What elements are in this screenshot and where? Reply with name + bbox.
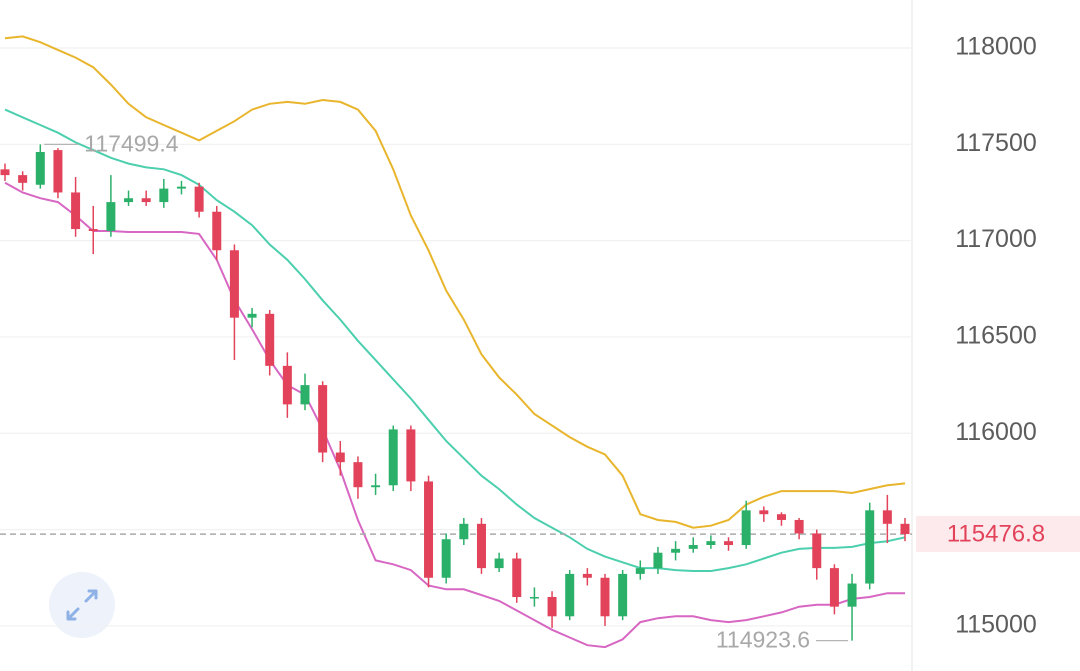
y-tick-label: 116500	[955, 322, 1037, 350]
current-price-label: 115476.8	[947, 520, 1045, 547]
candle-body	[335, 452, 345, 463]
candle-body	[35, 152, 45, 185]
candle-body	[282, 365, 292, 405]
band-line	[4, 181, 905, 649]
y-tick-label: 117000	[955, 225, 1037, 253]
candle-body	[124, 198, 134, 203]
y-tick-label: 115000	[955, 611, 1037, 639]
candle-body	[776, 514, 786, 520]
expand-button[interactable]	[49, 572, 115, 638]
candle-body	[247, 313, 257, 318]
candle-body	[88, 229, 98, 231]
min-label: 114923.6	[716, 627, 810, 653]
candle-body	[618, 573, 628, 617]
candle-body	[194, 186, 204, 212]
candle-body	[812, 533, 822, 569]
candle-body	[406, 429, 416, 482]
candle-body	[212, 211, 222, 251]
candle-body	[229, 250, 239, 318]
candle-body	[547, 597, 557, 617]
candle-body	[265, 313, 275, 366]
y-tick-label: 118000	[955, 33, 1037, 61]
candle-body	[424, 481, 434, 578]
candle-body	[494, 558, 504, 569]
band-line	[4, 35, 906, 529]
candle-body	[847, 583, 857, 607]
price-tag	[916, 516, 1080, 553]
candle-body	[71, 192, 81, 230]
y-tick-label: 117500	[955, 129, 1037, 157]
expand-circle	[49, 572, 115, 638]
band-line	[4, 108, 906, 572]
candle-body	[388, 429, 398, 486]
candle-body	[724, 541, 734, 546]
candle-body	[829, 568, 839, 607]
candle-body	[529, 597, 539, 599]
candle-body	[759, 510, 769, 515]
y-tick-label: 116000	[955, 418, 1037, 446]
candle-body	[741, 510, 751, 546]
candle-body	[353, 462, 363, 488]
candle-body	[600, 577, 610, 617]
expand-icon	[66, 589, 98, 621]
candle-body	[300, 385, 310, 405]
candle-body	[318, 385, 328, 453]
candle-body	[865, 510, 875, 584]
candle-body	[53, 150, 63, 193]
candle-body	[0, 169, 10, 176]
candle-body	[512, 558, 522, 598]
candle-body	[565, 573, 575, 617]
candle-body	[176, 186, 186, 189]
candle-body	[18, 175, 28, 183]
candle-body	[459, 523, 469, 540]
candle-body	[706, 541, 716, 546]
candle-body	[476, 523, 486, 569]
candle-body	[159, 188, 169, 203]
candle-body	[882, 510, 892, 524]
candle-body	[635, 568, 645, 574]
candle-body	[441, 539, 451, 578]
candle-body	[582, 573, 592, 578]
max-label: 117499.4	[84, 130, 178, 156]
candle-body	[141, 198, 151, 203]
candle-body	[371, 485, 381, 488]
candle-body	[900, 523, 910, 535]
candle-body	[106, 202, 116, 231]
candle-body	[653, 552, 663, 569]
candle-body	[688, 545, 698, 549]
candle-body	[794, 519, 804, 534]
candle-body	[671, 548, 681, 553]
